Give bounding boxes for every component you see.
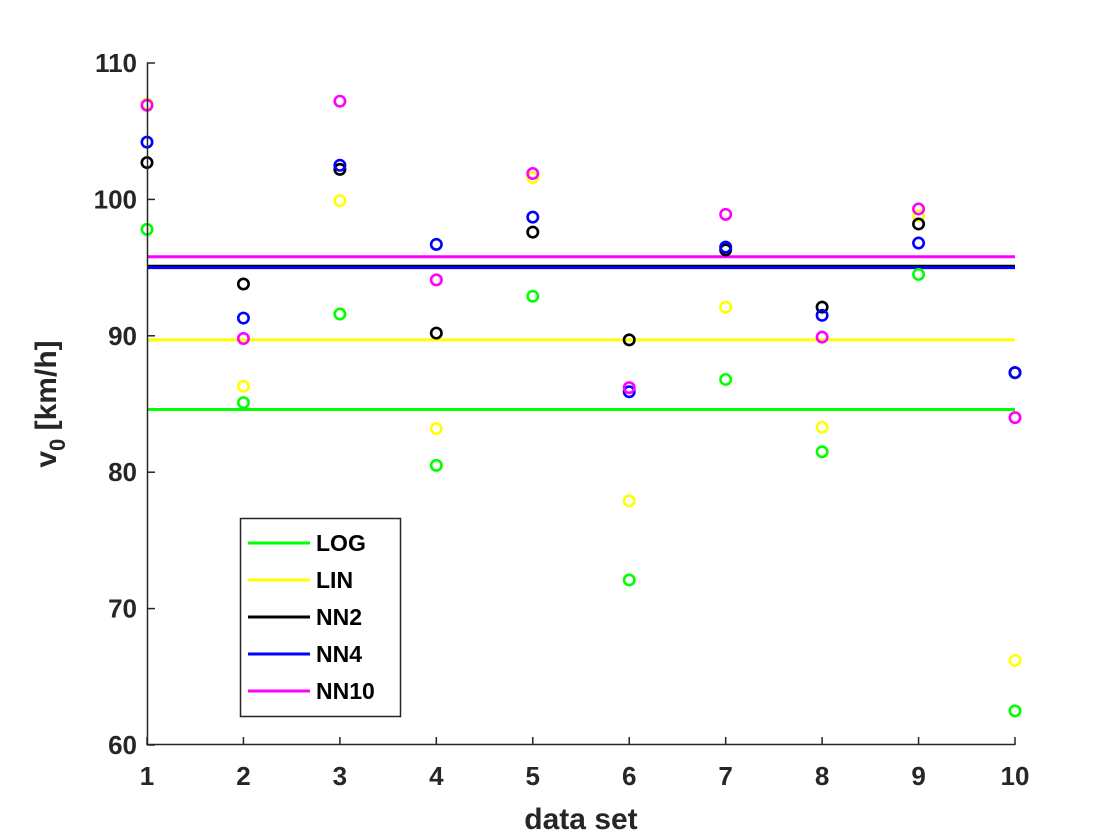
y-tick-label: 90 xyxy=(108,321,137,351)
point-nn2-6 xyxy=(622,333,636,347)
point-nn4-9 xyxy=(912,236,926,250)
point-nn4-8 xyxy=(815,308,829,322)
point-nn10-5 xyxy=(526,166,540,180)
x-tick-label: 9 xyxy=(911,761,925,791)
x-tick-label: 2 xyxy=(236,761,250,791)
point-nn10-7 xyxy=(719,207,733,221)
point-nn4-10 xyxy=(1008,366,1022,380)
x-tick-label: 5 xyxy=(526,761,540,791)
y-axis-label-subscript: 0 xyxy=(45,439,70,451)
legend-label-lin: LIN xyxy=(316,567,353,593)
point-lin-9 xyxy=(912,209,926,223)
point-nn10-6 xyxy=(622,381,636,395)
point-nn10-8 xyxy=(815,330,829,344)
point-lin-7 xyxy=(719,300,733,314)
x-tick-label: 10 xyxy=(1001,761,1030,791)
point-lin-4 xyxy=(429,422,443,436)
point-log-9 xyxy=(912,267,926,281)
point-nn10-2 xyxy=(236,332,250,346)
point-nn4-5 xyxy=(526,210,540,224)
x-ticks: 1 2 3 4 5 6 7 8 9 10 xyxy=(140,737,1030,791)
point-nn10-3 xyxy=(333,94,347,108)
point-lin-2 xyxy=(236,379,250,393)
point-log-7 xyxy=(719,372,733,386)
point-lin-6 xyxy=(622,494,636,508)
point-nn10-4 xyxy=(429,273,443,287)
point-log-3 xyxy=(333,307,347,321)
point-log-10 xyxy=(1008,704,1022,718)
point-nn4-6 xyxy=(622,385,636,399)
axes xyxy=(146,63,1015,746)
point-lin-3 xyxy=(333,194,347,208)
point-lin-8 xyxy=(815,420,829,434)
point-log-8 xyxy=(815,445,829,459)
point-log-4 xyxy=(429,458,443,472)
x-tick-label: 8 xyxy=(815,761,829,791)
point-nn2-8 xyxy=(815,300,829,314)
x-tick-label: 4 xyxy=(429,761,444,791)
point-nn10-10 xyxy=(1008,411,1022,425)
legend-label-nn4: NN4 xyxy=(316,641,362,667)
x-tick-label: 6 xyxy=(622,761,636,791)
point-nn4-4 xyxy=(429,237,443,251)
y-axis-label-unit: [km/h] xyxy=(30,340,63,438)
point-nn4-2 xyxy=(236,311,250,325)
legend-label-nn2: NN2 xyxy=(316,604,362,630)
data-markers xyxy=(140,94,1022,718)
point-nn4-7 xyxy=(719,240,733,254)
y-tick-label: 70 xyxy=(108,594,137,624)
point-log-5 xyxy=(526,289,540,303)
point-log-6 xyxy=(622,573,636,587)
point-nn2-2 xyxy=(236,277,250,291)
point-lin-5 xyxy=(526,171,540,185)
point-nn2-4 xyxy=(429,326,443,340)
y-tick-label: 80 xyxy=(108,457,137,487)
x-tick-label: 1 xyxy=(140,761,154,791)
point-nn2-9 xyxy=(912,217,926,231)
point-nn10-9 xyxy=(912,202,926,216)
point-log-2 xyxy=(236,396,250,410)
point-nn4-3 xyxy=(333,158,347,172)
legend-label-nn10: NN10 xyxy=(316,678,375,704)
legend-label-log: LOG xyxy=(316,530,366,556)
mean-lines xyxy=(147,255,1015,411)
point-nn2-5 xyxy=(526,225,540,239)
x-tick-label: 3 xyxy=(333,761,347,791)
x-axis-label: data set xyxy=(524,803,637,836)
y-tick-label: 110 xyxy=(95,48,137,78)
legend: LOG LIN NN2 NN4 NN10 xyxy=(239,517,402,718)
point-lin-10 xyxy=(1008,653,1022,667)
y-axis-label-main: v xyxy=(30,451,63,468)
y-tick-label: 60 xyxy=(108,730,137,760)
point-nn2-3 xyxy=(333,162,347,176)
x-tick-label: 7 xyxy=(718,761,732,791)
y-tick-label: 100 xyxy=(94,184,137,214)
y-axis-label: v0 [km/h] xyxy=(30,340,70,467)
y-ticks: 60 70 80 90 100 110 xyxy=(94,48,155,760)
